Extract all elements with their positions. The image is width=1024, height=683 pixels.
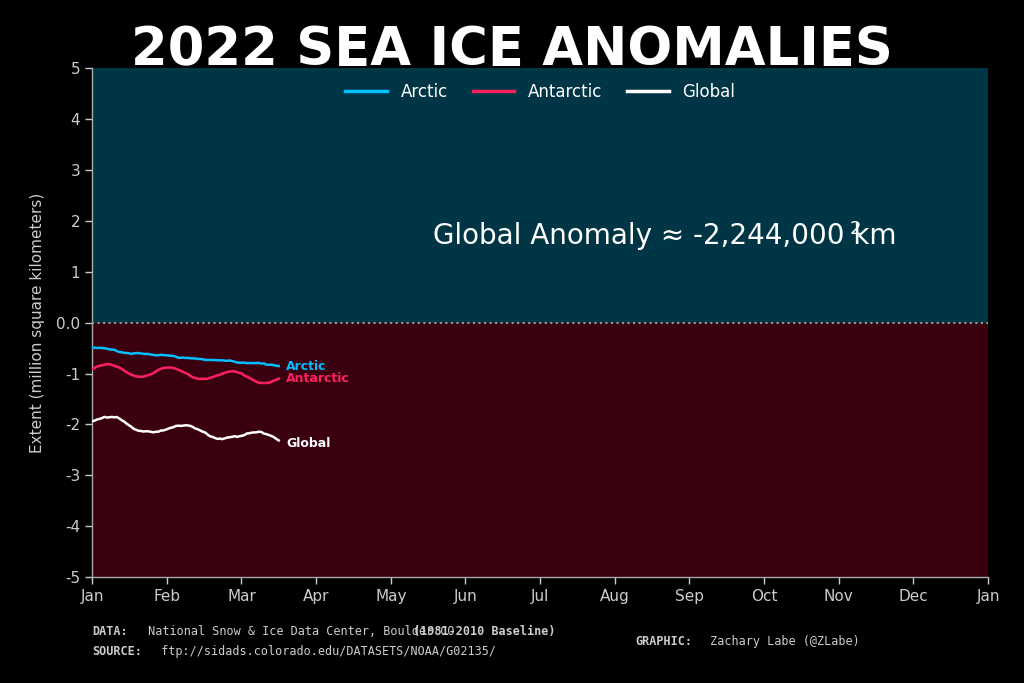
- Text: DATA:: DATA:: [92, 625, 128, 638]
- Text: Global Anomaly ≈ -2,244,000 km: Global Anomaly ≈ -2,244,000 km: [432, 222, 896, 250]
- Text: (1981-2010 Baseline): (1981-2010 Baseline): [413, 625, 555, 638]
- Text: GRAPHIC:: GRAPHIC:: [635, 635, 692, 648]
- Text: Arctic: Arctic: [286, 359, 327, 372]
- Bar: [92, 68, 988, 322]
- Text: 2022 SEA ICE ANOMALIES: 2022 SEA ICE ANOMALIES: [131, 24, 893, 76]
- Text: Zachary Labe (@ZLabe): Zachary Labe (@ZLabe): [703, 635, 860, 648]
- Text: 2: 2: [849, 219, 861, 238]
- Bar: [92, 322, 988, 577]
- Text: National Snow & Ice Data Center, Boulder CO: National Snow & Ice Data Center, Boulder…: [141, 625, 462, 638]
- Text: SOURCE:: SOURCE:: [92, 645, 142, 658]
- Text: Global: Global: [286, 437, 331, 450]
- Text: ftp://sidads.colorado.edu/DATASETS/NOAA/G02135/: ftp://sidads.colorado.edu/DATASETS/NOAA/…: [154, 645, 496, 658]
- Legend: Arctic, Antarctic, Global: Arctic, Antarctic, Global: [339, 76, 741, 108]
- Y-axis label: Extent (million square kilometers): Extent (million square kilometers): [30, 193, 45, 453]
- Text: Antarctic: Antarctic: [286, 372, 349, 385]
